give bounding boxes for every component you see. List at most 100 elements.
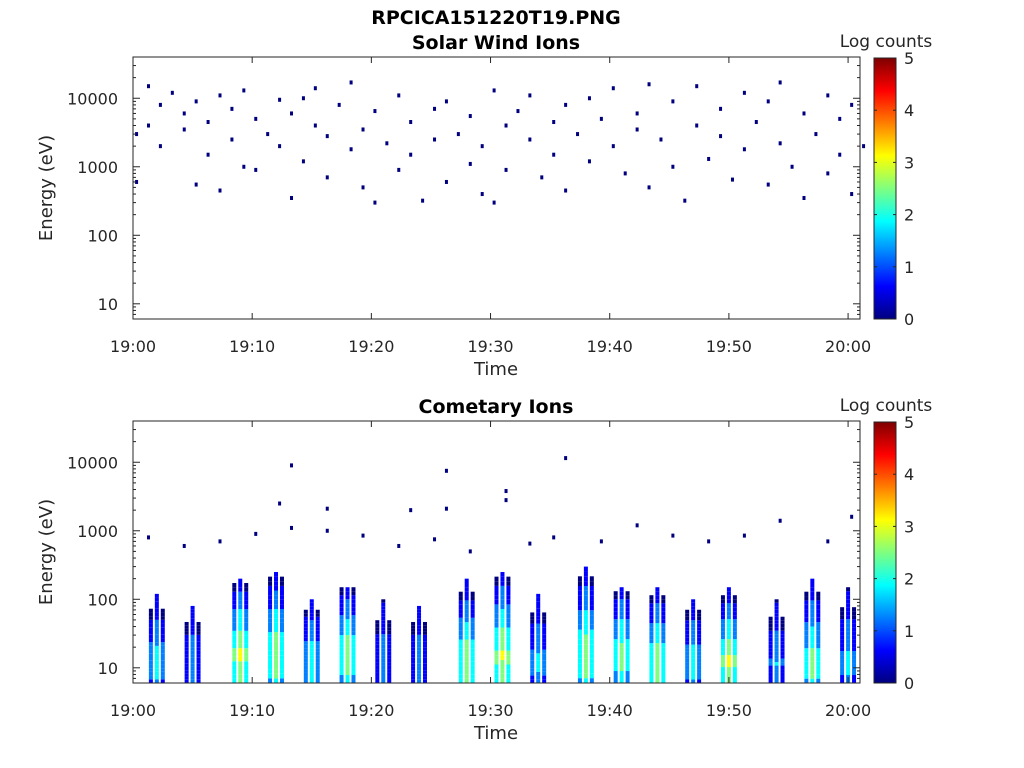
burst-cell	[268, 632, 273, 637]
burst-cell	[840, 667, 845, 672]
burst-cell	[589, 663, 594, 669]
burst-cell	[804, 639, 809, 644]
burst-cell	[464, 626, 469, 631]
count-point	[683, 198, 687, 203]
burst-cell	[303, 620, 308, 624]
burst-cell	[411, 625, 416, 629]
count-point	[564, 102, 568, 107]
burst-cell	[649, 663, 654, 668]
burst-cell	[345, 659, 350, 664]
burst-cell	[458, 604, 463, 610]
burst-cell	[500, 572, 505, 577]
burst-cell	[422, 638, 427, 642]
burst-cell	[655, 647, 660, 652]
count-point	[278, 97, 282, 102]
burst-cell	[470, 678, 475, 683]
burst-cell	[274, 613, 279, 619]
burst-cell	[458, 669, 463, 675]
burst-cell	[810, 635, 815, 640]
burst-cell	[542, 631, 547, 635]
burst-cell	[232, 635, 237, 640]
burst-cell	[852, 643, 857, 648]
burst-cell	[810, 617, 815, 623]
burst-cell	[274, 572, 279, 577]
burst-cell	[464, 652, 469, 657]
burst-cell	[685, 651, 690, 656]
burst-cell	[649, 611, 654, 616]
burst-cell	[154, 593, 159, 598]
burst-cell	[726, 631, 731, 636]
burst-cell	[846, 639, 851, 644]
solar-wind-colorbar-label: Log counts	[840, 32, 933, 52]
burst-cell	[464, 622, 469, 627]
count-point	[528, 137, 532, 142]
burst-cell	[804, 674, 809, 679]
burst-cell	[846, 623, 851, 628]
burst-cell	[238, 678, 243, 683]
burst-cell	[375, 637, 380, 642]
burst-cell	[697, 662, 702, 666]
count-point	[766, 99, 770, 104]
burst-cell	[381, 599, 386, 603]
burst-cell	[464, 604, 469, 610]
burst-cell	[720, 667, 725, 672]
burst-cell	[339, 591, 344, 596]
burst-cell	[417, 666, 422, 671]
burst-cell	[411, 634, 416, 639]
burst-cell	[774, 637, 779, 642]
burst-cell	[780, 630, 785, 635]
burst-cell	[148, 679, 153, 683]
colorbar-tick-label: 0	[904, 310, 914, 329]
burst-cell	[190, 612, 195, 616]
y-tick-label: 1000	[77, 522, 118, 541]
burst-cell	[536, 668, 541, 672]
burst-cell	[577, 653, 582, 659]
burst-cell	[691, 602, 696, 607]
burst-cell	[184, 654, 189, 658]
burst-cell	[726, 611, 731, 616]
burst-cell	[583, 649, 588, 654]
burst-cell	[655, 595, 660, 600]
burst-cell	[816, 591, 821, 597]
burst-cell	[387, 672, 392, 677]
burst-cell	[411, 679, 416, 683]
burst-cell	[649, 659, 654, 664]
burst-cell	[494, 595, 499, 600]
burst-cell	[303, 634, 308, 638]
burst-cell	[720, 679, 725, 683]
burst-cell	[190, 641, 195, 645]
burst-cell	[852, 623, 857, 628]
burst-cell	[458, 600, 463, 605]
burst-cell	[309, 602, 314, 607]
count-point	[611, 86, 615, 91]
colorbar-tick-label: 2	[904, 206, 914, 225]
count-point	[182, 543, 186, 548]
burst-cell	[387, 620, 392, 624]
burst-cell	[303, 669, 308, 673]
burst-cell	[774, 644, 779, 649]
burst-cell	[184, 644, 189, 648]
burst-cell	[506, 590, 511, 596]
burst-cell	[583, 605, 588, 611]
burst-cell	[583, 624, 588, 630]
burst-cell	[196, 628, 201, 632]
burst-cell	[691, 644, 696, 649]
y-tick-label: 100	[87, 226, 118, 245]
burst-cell	[774, 648, 779, 652]
burst-cell	[422, 673, 427, 677]
y-tick-label: 10	[98, 295, 118, 314]
burst-cell	[804, 630, 809, 636]
burst-cell	[351, 659, 356, 664]
burst-cell	[309, 651, 314, 656]
burst-cell	[691, 662, 696, 666]
burst-cell	[649, 643, 654, 648]
burst-cell	[577, 610, 582, 616]
burst-cell	[530, 623, 535, 628]
burst-cell	[196, 660, 201, 664]
burst-cell	[536, 601, 541, 606]
burst-cell	[613, 659, 618, 664]
burst-cell	[500, 599, 505, 605]
burst-cell	[494, 641, 499, 647]
burst-cell	[506, 618, 511, 623]
burst-cell	[345, 635, 350, 640]
